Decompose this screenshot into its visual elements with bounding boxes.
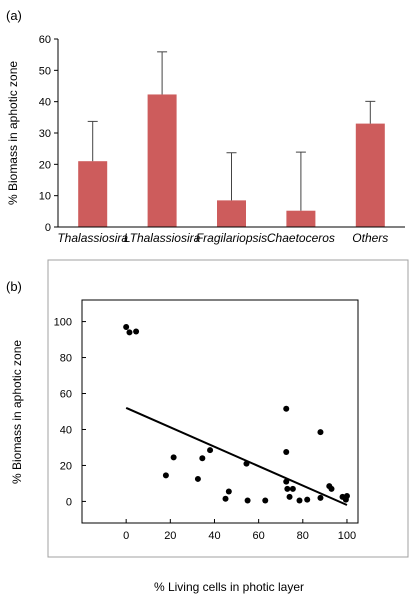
scatter-point bbox=[225, 488, 232, 495]
bar bbox=[355, 123, 385, 227]
y-tick-label: 30 bbox=[39, 128, 51, 140]
y-tick-label: 20 bbox=[60, 460, 72, 472]
scatter-point bbox=[194, 475, 201, 482]
x-category-label: LThalassiosira bbox=[124, 231, 201, 245]
bar bbox=[78, 161, 108, 227]
scatter-point bbox=[170, 454, 177, 461]
y-tick-label: 40 bbox=[60, 424, 72, 436]
panel-a-x-tick-labels: ThalassiosiraLThalassiosiraFragilariopsi… bbox=[57, 231, 388, 245]
panel-b-points bbox=[123, 323, 350, 504]
panel-a-y-ticks: 0 10 20 30 40 50 60 bbox=[39, 34, 58, 234]
panel-b-plot-area bbox=[81, 299, 359, 524]
bar bbox=[217, 200, 246, 227]
y-tick-label: 10 bbox=[39, 191, 51, 203]
panel-b-x-ticks: 0 20 40 60 80 100 bbox=[123, 519, 356, 542]
y-tick-label: 0 bbox=[66, 496, 72, 508]
x-tick-label: 0 bbox=[123, 530, 129, 542]
scatter-point bbox=[133, 328, 140, 335]
panel-a-y-axis-label: % Biomass in aphotic zone bbox=[6, 61, 20, 205]
x-category-label: Others bbox=[352, 231, 388, 245]
y-tick-label: 20 bbox=[39, 159, 51, 171]
scatter-point bbox=[328, 485, 335, 492]
scatter-point bbox=[222, 495, 229, 502]
x-tick-label: 40 bbox=[208, 530, 220, 542]
scatter-point bbox=[284, 485, 291, 492]
panel-b-trendline bbox=[125, 406, 348, 506]
scatter-point bbox=[126, 329, 133, 336]
panel-a-label: (a) bbox=[6, 8, 22, 23]
panel-b-label: (b) bbox=[6, 279, 22, 294]
bar bbox=[147, 94, 177, 228]
y-tick-label: 0 bbox=[45, 222, 51, 234]
y-tick-label: 60 bbox=[39, 34, 51, 46]
scatter-point bbox=[162, 472, 169, 479]
scatter-point bbox=[244, 497, 251, 504]
scatter-point bbox=[207, 447, 214, 454]
scatter-point bbox=[283, 448, 290, 455]
scatter-chart-panel: (b) % Biomass in aphotic zone % Living c… bbox=[6, 259, 409, 594]
x-tick-label: 20 bbox=[164, 530, 176, 542]
scatter-point bbox=[289, 485, 296, 492]
scatter-point bbox=[343, 493, 350, 500]
panel-b-outer-frame bbox=[47, 259, 409, 558]
x-tick-label: 60 bbox=[253, 530, 265, 542]
panel-a-error-bars bbox=[87, 51, 376, 211]
scatter-point bbox=[262, 497, 269, 504]
x-category-label: Chaetoceros bbox=[267, 231, 335, 245]
scatter-point bbox=[123, 323, 130, 330]
x-tick-label: 80 bbox=[297, 530, 309, 542]
panel-a-bars bbox=[78, 94, 385, 228]
scatter-point bbox=[283, 478, 290, 485]
x-tick-label: 100 bbox=[338, 530, 356, 542]
scatter-point bbox=[317, 429, 324, 436]
panel-b-y-axis-label: % Biomass in aphotic zone bbox=[10, 340, 24, 484]
scatter-point bbox=[199, 455, 206, 462]
scatter-point bbox=[304, 496, 311, 503]
scatter-point bbox=[283, 405, 290, 412]
scatter-point bbox=[317, 494, 324, 501]
y-tick-label: 40 bbox=[39, 97, 51, 109]
scatter-point bbox=[286, 493, 293, 500]
panel-b-y-ticks: 0 20 40 60 80 100 bbox=[54, 317, 86, 508]
x-category-label: Thalassiosira bbox=[57, 231, 128, 245]
bar-chart-panel: (a) % Biomass in aphotic zone 0 10 20 30 40 5… bbox=[6, 8, 405, 245]
y-tick-label: 100 bbox=[54, 317, 72, 329]
scatter-point bbox=[296, 497, 303, 504]
x-category-label: Fragilariopsis bbox=[196, 231, 267, 245]
y-tick-label: 80 bbox=[60, 353, 72, 365]
scatter-point bbox=[243, 460, 250, 467]
y-tick-label: 60 bbox=[60, 389, 72, 401]
panel-b-x-axis-label: % Living cells in photic layer bbox=[154, 580, 304, 594]
y-tick-label: 50 bbox=[39, 65, 51, 77]
bar bbox=[286, 210, 316, 227]
